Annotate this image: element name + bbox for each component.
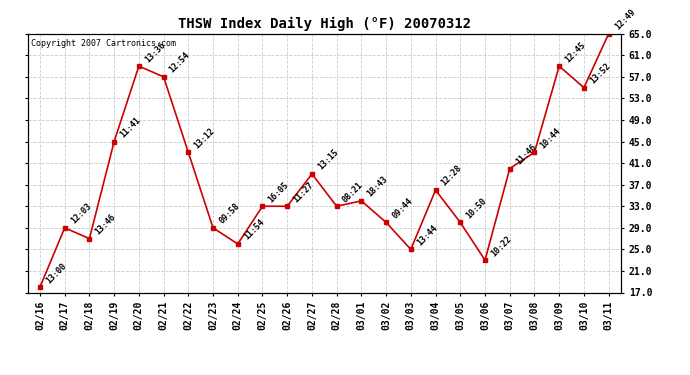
Text: 18:43: 18:43 <box>366 175 390 199</box>
Text: 11:27: 11:27 <box>291 180 315 204</box>
Text: Copyright 2007 Cartronics.com: Copyright 2007 Cartronics.com <box>30 39 175 48</box>
Text: 13:46: 13:46 <box>94 212 117 236</box>
Text: 13:36: 13:36 <box>143 40 167 64</box>
Text: 10:50: 10:50 <box>464 196 489 220</box>
Text: 13:12: 13:12 <box>193 126 217 150</box>
Text: 12:45: 12:45 <box>563 40 587 64</box>
Text: 13:00: 13:00 <box>44 261 68 285</box>
Text: 11:54: 11:54 <box>242 218 266 242</box>
Text: 12:28: 12:28 <box>440 164 464 188</box>
Text: 09:58: 09:58 <box>217 202 241 226</box>
Text: 11:46: 11:46 <box>514 142 538 166</box>
Text: 11:41: 11:41 <box>118 116 142 140</box>
Text: 12:03: 12:03 <box>69 202 93 226</box>
Text: 16:05: 16:05 <box>266 180 290 204</box>
Text: 13:44: 13:44 <box>415 223 439 247</box>
Text: 13:52: 13:52 <box>588 62 612 86</box>
Text: 08:21: 08:21 <box>341 180 365 204</box>
Title: THSW Index Daily High (°F) 20070312: THSW Index Daily High (°F) 20070312 <box>178 17 471 31</box>
Text: 12:49: 12:49 <box>613 8 637 32</box>
Text: 10:44: 10:44 <box>539 126 562 150</box>
Text: 12:54: 12:54 <box>168 51 192 75</box>
Text: 10:22: 10:22 <box>489 234 513 258</box>
Text: 13:15: 13:15 <box>316 148 340 172</box>
Text: 09:44: 09:44 <box>391 196 414 220</box>
